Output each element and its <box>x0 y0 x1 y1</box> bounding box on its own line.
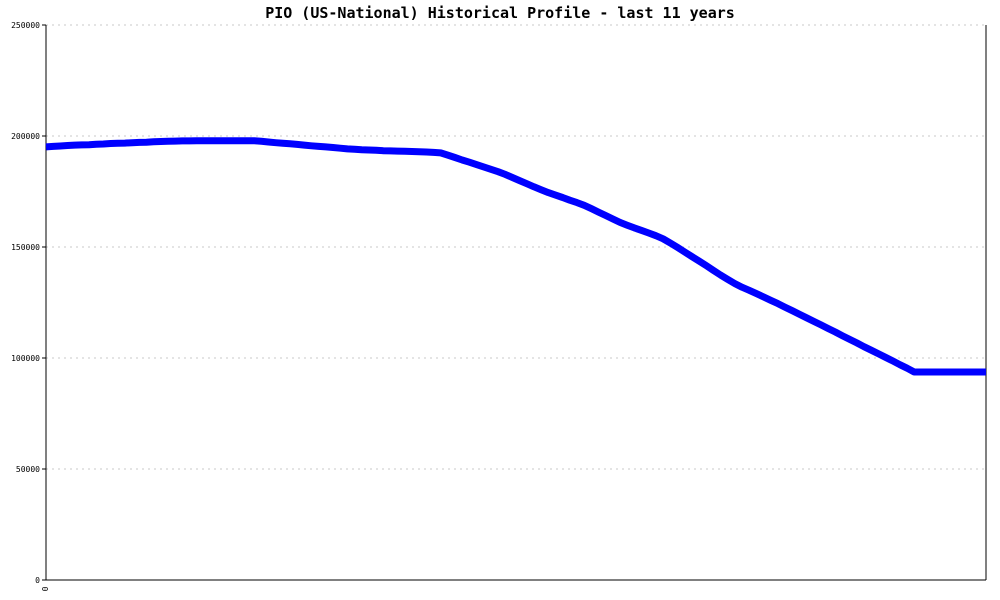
grid-lines <box>46 24 986 470</box>
x-tick-label: 0 <box>41 586 50 591</box>
y-tick-label: 50000 <box>16 465 40 474</box>
y-tick-label: 150000 <box>11 243 40 252</box>
y-tick-label: 0 <box>35 576 40 585</box>
series-line <box>45 137 986 376</box>
x-tick-labels: 0 <box>41 586 50 591</box>
y-tick-label: 200000 <box>11 132 40 141</box>
y-tick-label: 100000 <box>11 354 40 363</box>
chart-title: PIO (US-National) Historical Profile - l… <box>265 4 735 22</box>
y-tick-labels: 0 50000 100000 150000 200000 250000 <box>11 21 46 585</box>
axes <box>45 25 987 581</box>
y-tick-label: 250000 <box>11 21 40 30</box>
series-lines <box>45 137 986 376</box>
